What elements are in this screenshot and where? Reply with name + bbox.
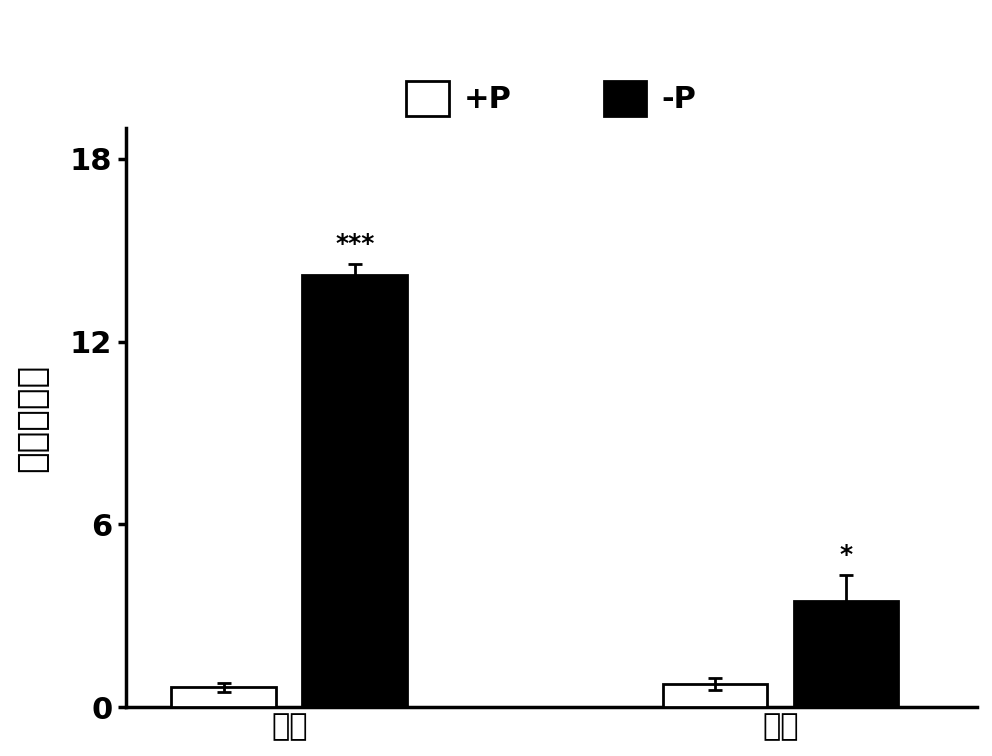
Bar xyxy=(663,684,768,707)
Bar xyxy=(172,687,276,707)
Bar xyxy=(794,600,899,707)
Text: *: * xyxy=(839,543,852,567)
Text: ***: *** xyxy=(335,232,374,256)
Bar xyxy=(303,274,407,707)
Legend: +P, -P: +P, -P xyxy=(394,68,708,128)
Y-axis label: 相对表达量: 相对表达量 xyxy=(15,364,49,472)
